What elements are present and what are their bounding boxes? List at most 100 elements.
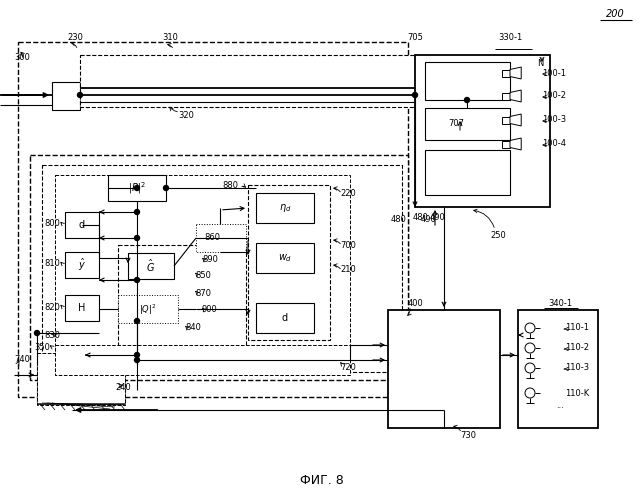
Bar bbox=[388, 310, 500, 428]
Text: $|P|^2$: $|P|^2$ bbox=[128, 180, 146, 196]
Bar bbox=[80, 55, 415, 107]
Bar bbox=[65, 212, 99, 238]
Text: 330-1: 330-1 bbox=[498, 33, 522, 42]
Text: 210: 210 bbox=[340, 266, 355, 274]
Circle shape bbox=[413, 92, 417, 98]
Text: 900: 900 bbox=[202, 306, 218, 314]
Bar bbox=[518, 310, 598, 428]
Text: 707: 707 bbox=[448, 120, 464, 128]
Bar bbox=[55, 345, 350, 375]
Bar bbox=[425, 108, 510, 140]
Text: 300: 300 bbox=[14, 53, 30, 62]
Circle shape bbox=[135, 358, 140, 362]
Text: 320: 320 bbox=[178, 110, 194, 120]
Text: 100-1: 100-1 bbox=[542, 68, 566, 78]
Bar bbox=[425, 150, 510, 195]
Text: 860: 860 bbox=[204, 234, 220, 242]
Circle shape bbox=[77, 92, 82, 98]
Text: $\hat{y}$: $\hat{y}$ bbox=[78, 257, 86, 273]
Text: 810: 810 bbox=[44, 260, 60, 268]
Text: ФИГ. 8: ФИГ. 8 bbox=[300, 474, 344, 486]
Text: 830: 830 bbox=[44, 330, 60, 340]
Bar bbox=[118, 245, 246, 353]
Text: 720: 720 bbox=[340, 364, 356, 372]
Text: ...: ... bbox=[556, 400, 564, 409]
Bar bbox=[37, 365, 125, 403]
Text: 480: 480 bbox=[391, 216, 407, 224]
Text: 740: 740 bbox=[14, 356, 30, 364]
Bar bbox=[65, 252, 99, 278]
Bar bbox=[502, 140, 510, 147]
Bar bbox=[425, 62, 510, 100]
Bar bbox=[502, 92, 510, 100]
Text: 110-2: 110-2 bbox=[565, 344, 589, 352]
Circle shape bbox=[135, 186, 140, 190]
Text: 310: 310 bbox=[162, 33, 178, 42]
Bar bbox=[256, 243, 314, 273]
Circle shape bbox=[525, 323, 535, 333]
Polygon shape bbox=[510, 90, 521, 102]
Text: 490: 490 bbox=[430, 214, 446, 222]
Text: 730: 730 bbox=[460, 430, 476, 440]
Bar bbox=[118, 295, 178, 323]
Text: $w_d$: $w_d$ bbox=[278, 252, 292, 264]
Bar bbox=[128, 253, 174, 279]
Text: 840: 840 bbox=[185, 324, 201, 332]
Text: 850: 850 bbox=[195, 270, 211, 280]
Circle shape bbox=[525, 363, 535, 373]
Text: 820: 820 bbox=[44, 302, 60, 312]
Text: 100-3: 100-3 bbox=[542, 116, 566, 124]
Text: 700: 700 bbox=[340, 240, 356, 250]
Text: 240: 240 bbox=[115, 384, 131, 392]
Text: $|Q|^2$: $|Q|^2$ bbox=[139, 303, 156, 317]
Circle shape bbox=[135, 352, 140, 358]
Bar bbox=[65, 295, 99, 321]
Text: 340-1: 340-1 bbox=[548, 298, 572, 308]
Bar bbox=[18, 42, 408, 397]
Text: 400: 400 bbox=[408, 298, 424, 308]
Bar bbox=[256, 303, 314, 333]
Circle shape bbox=[135, 236, 140, 240]
Text: 350: 350 bbox=[34, 342, 50, 351]
Text: 800: 800 bbox=[44, 220, 60, 228]
Text: 480: 480 bbox=[413, 214, 429, 222]
Bar bbox=[256, 193, 314, 223]
Circle shape bbox=[35, 330, 39, 336]
Bar bbox=[30, 155, 408, 380]
Circle shape bbox=[135, 210, 140, 214]
Text: 870: 870 bbox=[195, 288, 211, 298]
Polygon shape bbox=[510, 114, 521, 126]
Bar bbox=[502, 70, 510, 76]
Circle shape bbox=[525, 388, 535, 398]
Polygon shape bbox=[510, 138, 521, 150]
Circle shape bbox=[164, 186, 169, 190]
Text: 230: 230 bbox=[67, 33, 83, 42]
Text: 100-2: 100-2 bbox=[542, 92, 566, 100]
Text: H: H bbox=[79, 303, 86, 313]
Text: 110-K: 110-K bbox=[565, 388, 589, 398]
Bar bbox=[55, 175, 350, 360]
Bar bbox=[415, 55, 550, 207]
Text: d: d bbox=[282, 313, 288, 323]
Bar bbox=[248, 185, 330, 340]
Text: $\eta_d$: $\eta_d$ bbox=[279, 202, 291, 214]
Circle shape bbox=[135, 278, 140, 282]
Text: 110-3: 110-3 bbox=[565, 364, 589, 372]
Bar bbox=[52, 82, 80, 110]
Bar bbox=[42, 165, 402, 372]
Bar bbox=[108, 175, 166, 201]
Text: N: N bbox=[537, 58, 543, 68]
Text: $\hat{G}$: $\hat{G}$ bbox=[146, 258, 156, 274]
Polygon shape bbox=[510, 67, 521, 79]
Text: 110-1: 110-1 bbox=[565, 324, 589, 332]
Text: d: d bbox=[79, 220, 85, 230]
Bar bbox=[196, 224, 246, 252]
Circle shape bbox=[464, 98, 469, 102]
Text: 705: 705 bbox=[407, 33, 423, 42]
Text: 100-4: 100-4 bbox=[542, 140, 566, 148]
Text: 880: 880 bbox=[222, 180, 238, 190]
Circle shape bbox=[525, 343, 535, 353]
Text: 490: 490 bbox=[421, 216, 437, 224]
Text: 220: 220 bbox=[340, 188, 355, 198]
Text: 200: 200 bbox=[605, 9, 625, 19]
